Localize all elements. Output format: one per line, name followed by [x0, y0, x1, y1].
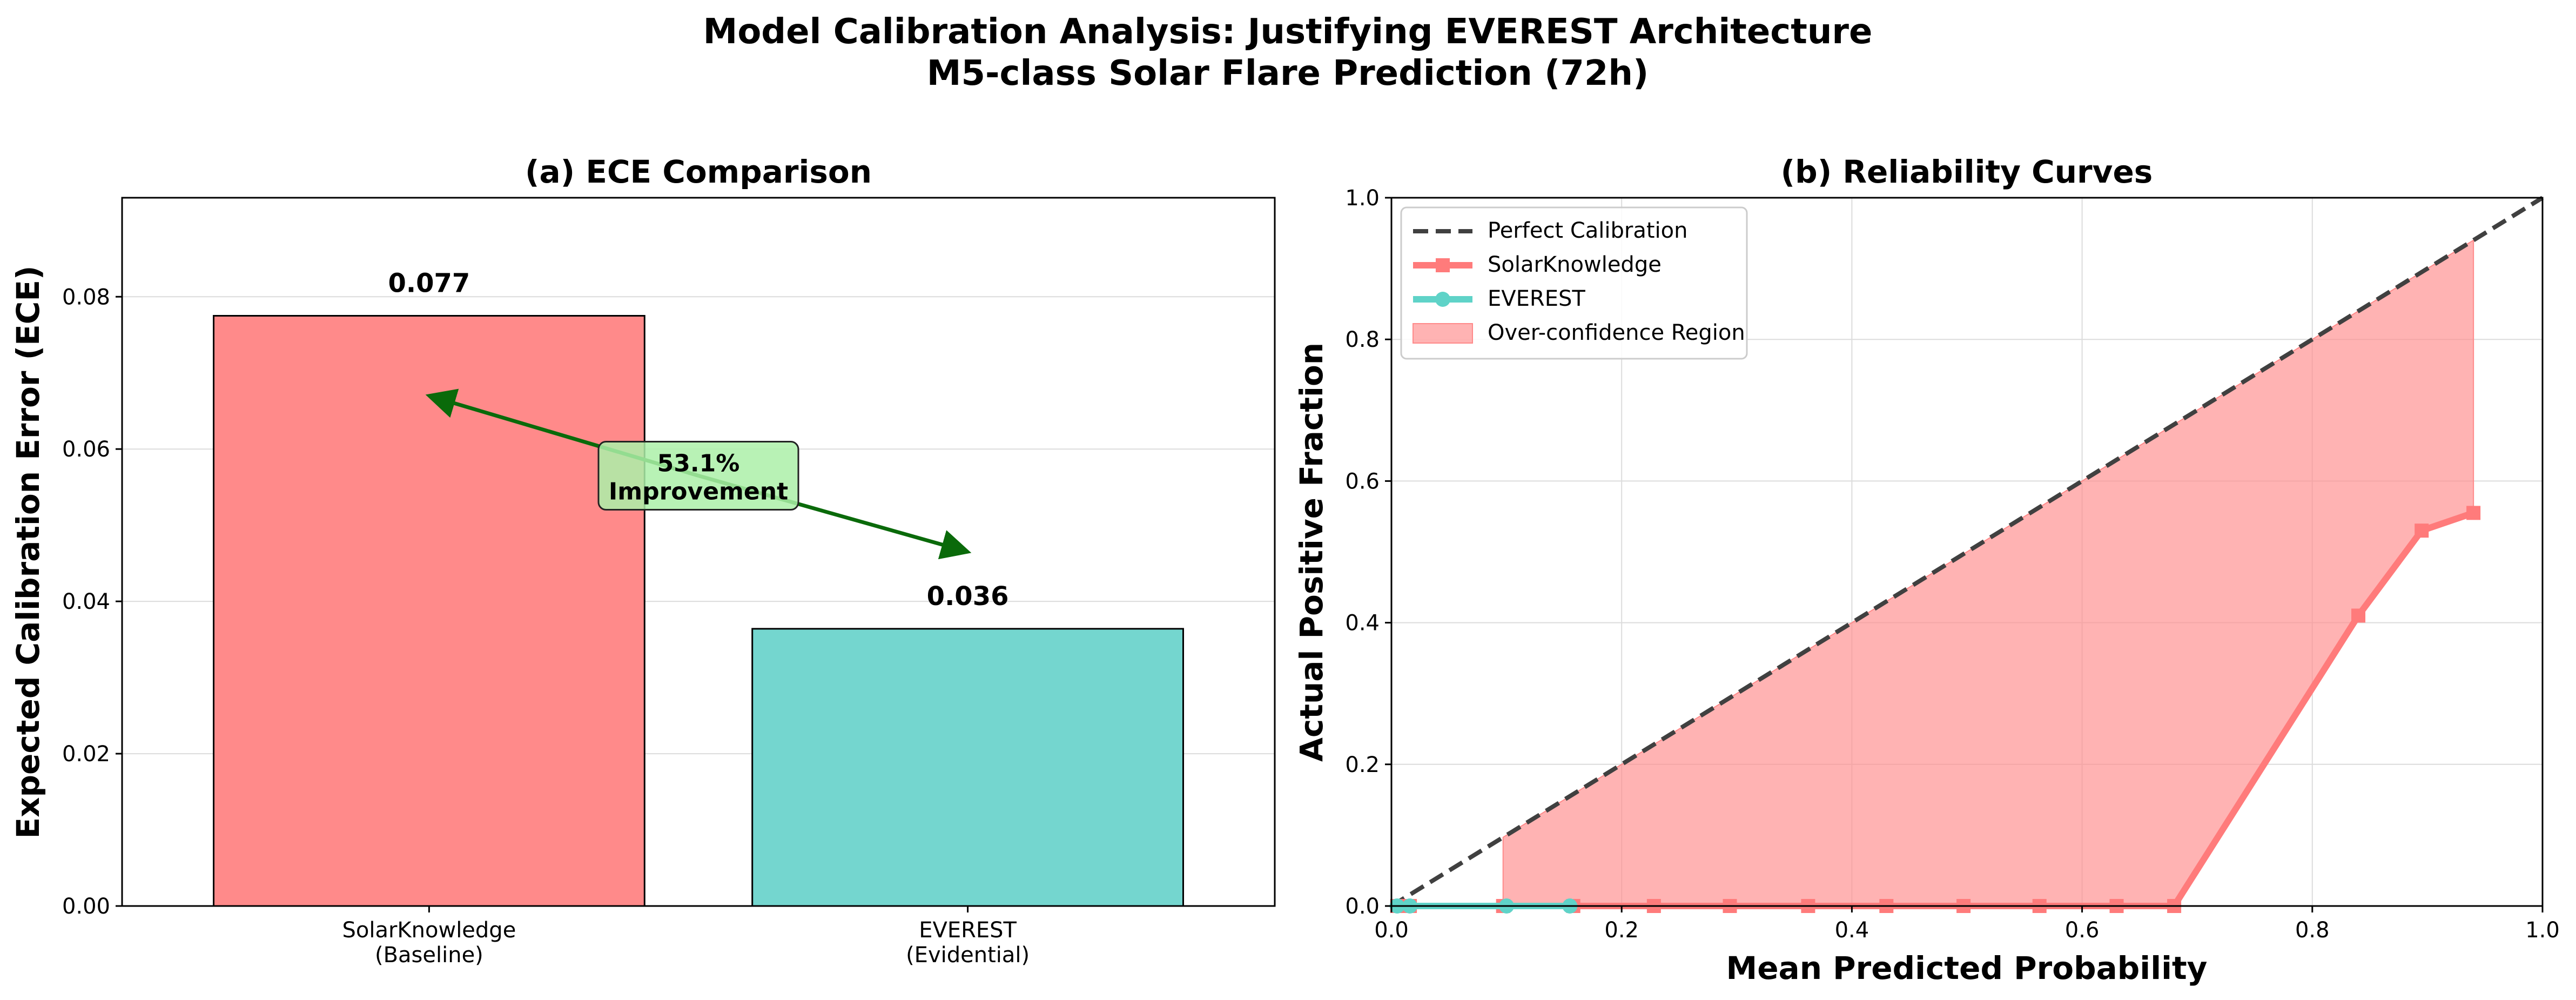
panel-a-ytick-label: 0.06	[62, 437, 110, 462]
figure-title-line1: Model Calibration Analysis: Justifying E…	[703, 12, 1873, 52]
legend-marker	[1436, 258, 1450, 272]
panel-b-ytick-label: 0.2	[1345, 753, 1380, 777]
improvement-text: Improvement	[609, 478, 788, 506]
panel-b-xtick-label: 0.6	[2065, 918, 2100, 943]
legend-label: EVEREST	[1488, 286, 1585, 311]
panel-b-legend: Perfect Calibration SolarKnowledge EVEREST…	[1400, 206, 1748, 360]
panel-a-ticks: 0.00 0.02 0.04 0.06 0.08 SolarKnowledge(Basel…	[62, 285, 1030, 968]
solarknowledge-point	[2466, 506, 2481, 520]
ece-value-label: 0.036	[927, 581, 1009, 612]
panel-a-xtick-label: SolarKnowledge	[342, 918, 516, 943]
ece-comparison-panel: (a) ECE Comparison 0.00 0.02 0.04 0.06 0.08 S…	[10, 153, 1276, 968]
legend-label: SolarKnowledge	[1488, 252, 1662, 277]
panel-b-title: (b) Reliability Curves	[1781, 153, 2153, 190]
ece-bar	[751, 628, 1184, 907]
panel-b-xtick-label: 0.4	[1835, 918, 1869, 943]
panel-b-xtick-label: 0.8	[2295, 918, 2330, 943]
improvement-annotation: 53.1%Improvement	[425, 388, 972, 560]
panel-a-ytick-label: 0.02	[62, 742, 110, 767]
panel-a-ytick-label: 0.08	[62, 285, 110, 310]
legend-label: Over-confidence Region	[1488, 320, 1745, 345]
panel-b-ytick-label: 1.0	[1345, 186, 1380, 211]
panel-b-xtick-label: 1.0	[2525, 918, 2560, 943]
panel-b-ytick-label: 0.6	[1345, 469, 1380, 494]
panel-a-ylabel: Expected Calibration Error (ECE)	[10, 266, 46, 839]
panel-b-frame	[1390, 197, 2544, 907]
legend-marker	[1435, 292, 1450, 307]
ece-bar	[213, 315, 645, 907]
panel-b-ticks: 0.0 0.2 0.4 0.6 0.8 1.0 0.0 0.2 0.4 0.6 0.8 1.0	[1345, 186, 2559, 943]
legend-box	[1400, 206, 1748, 360]
solarknowledge-point	[2414, 524, 2429, 538]
panel-b-ytick-label: 0.0	[1345, 894, 1380, 919]
reliability-curves-panel: (b) Reliability Curves 0.0 0.2 0.4 0.6 0.8 1.…	[1293, 153, 2560, 986]
improvement-percent: 53.1%	[657, 450, 740, 478]
panel-a-value-labels: 0.077 0.036	[388, 269, 1008, 612]
panel-a-xtick-label: EVEREST	[919, 918, 1017, 943]
panel-a-xtick-label: (Evidential)	[906, 943, 1030, 968]
panel-a-bars	[213, 315, 1184, 907]
ece-value-label: 0.077	[388, 269, 470, 299]
panel-b-xtick-label: 0.0	[1374, 918, 1409, 943]
panel-a-title: (a) ECE Comparison	[525, 153, 872, 190]
perfect-calibration-line	[1390, 196, 2544, 908]
legend-label: Perfect Calibration	[1488, 218, 1687, 243]
panel-a-ytick-label: 0.04	[62, 589, 110, 614]
panel-b-ylabel: Actual Positive Fraction	[1293, 343, 1330, 762]
legend-swatch	[1413, 323, 1473, 344]
panel-a-ytick-label: 0.00	[62, 894, 110, 919]
panel-b-xlabel: Mean Predicted Probability	[1726, 950, 2208, 986]
panel-b-ytick-label: 0.8	[1345, 327, 1380, 352]
panel-a-xtick-label: (Baseline)	[375, 943, 483, 968]
panel-b-ytick-label: 0.4	[1345, 611, 1380, 636]
panel-a-frame	[121, 197, 1276, 907]
improvement-box	[597, 441, 799, 511]
solarknowledge-point	[2351, 608, 2366, 623]
panel-b-xtick-label: 0.2	[1604, 918, 1639, 943]
figure-title-line2: M5-class Solar Flare Prediction (72h)	[927, 53, 1649, 93]
